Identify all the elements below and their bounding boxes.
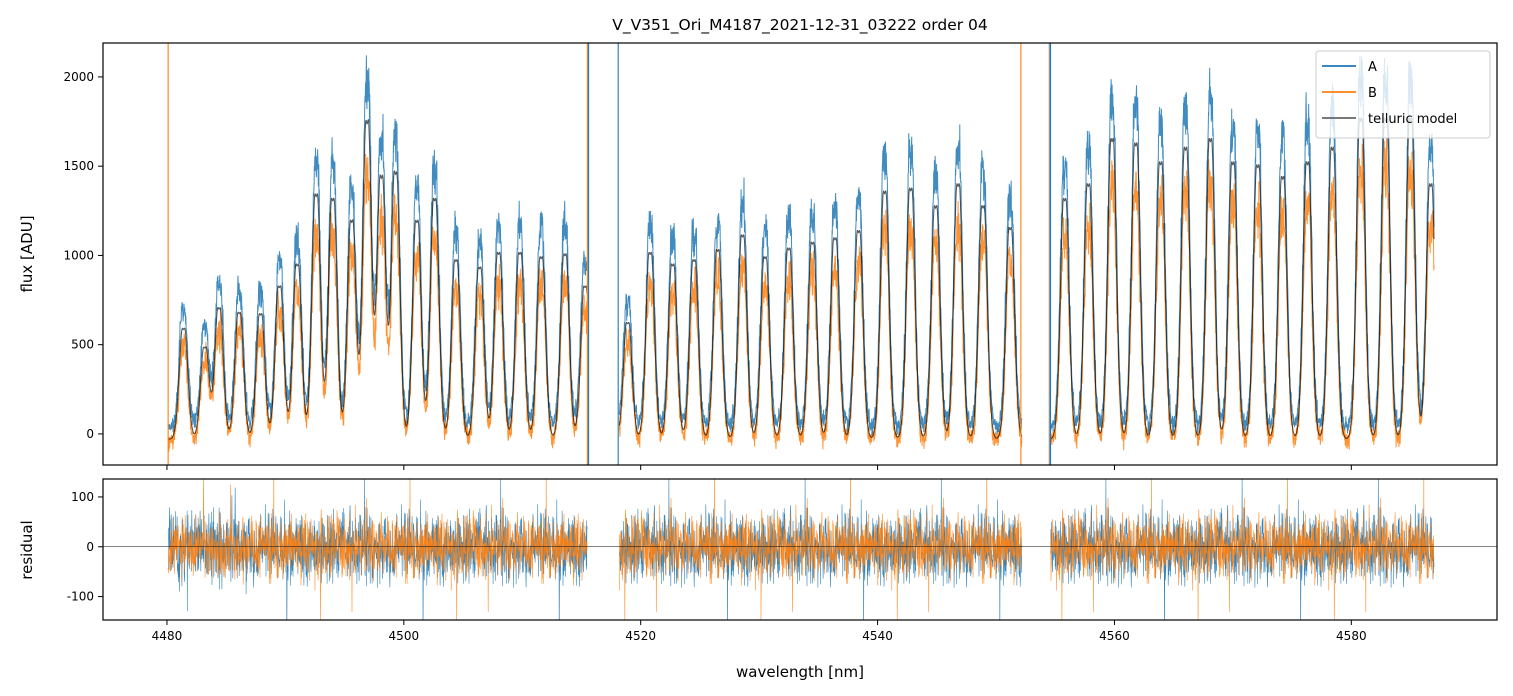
series-b-flux-line (167, 137, 1435, 452)
residual-y-tick-label: -100 (67, 590, 94, 604)
series-b-residual-line (167, 479, 1435, 620)
flux-y-tick-label: 2000 (63, 70, 94, 84)
x-tick-label: 4540 (862, 629, 893, 643)
legend: A B telluric model (1315, 50, 1491, 139)
legend-label-a: A (1368, 60, 1377, 75)
residual-axes-frame (102, 478, 1498, 621)
residual-y-tick-label: 0 (86, 540, 94, 554)
x-tick-label: 4560 (1099, 629, 1130, 643)
x-tick-label: 4580 (1336, 629, 1367, 643)
x-axis-label: wavelength [nm] (736, 663, 864, 681)
flux-axes-frame (102, 42, 1498, 466)
legend-label-telluric: telluric model (1368, 112, 1457, 127)
flux-y-tick-label: 500 (71, 338, 94, 352)
x-tick-label: 4480 (152, 629, 183, 643)
x-tick-label: 4500 (389, 629, 420, 643)
flux-y-tick-label: 1000 (63, 248, 94, 262)
chart-title: V_V351_Ori_M4187_2021-12-31_03222 order … (612, 16, 988, 35)
flux-y-tick-label: 0 (86, 427, 94, 441)
telluric-model-line (168, 117, 1435, 440)
residual-panel (103, 479, 1497, 620)
x-tick-label: 4520 (625, 629, 656, 643)
residual-y-axis-label: residual (18, 520, 36, 579)
flux-y-axis-label: flux [ADU] (18, 215, 36, 292)
legend-label-b: B (1368, 86, 1377, 101)
series-a-flux-line (167, 55, 1435, 436)
flux-y-tick-label: 1500 (63, 159, 94, 173)
flux-panel (167, 43, 1435, 465)
legend-box (1315, 50, 1491, 139)
residual-y-tick-label: 100 (71, 490, 94, 504)
